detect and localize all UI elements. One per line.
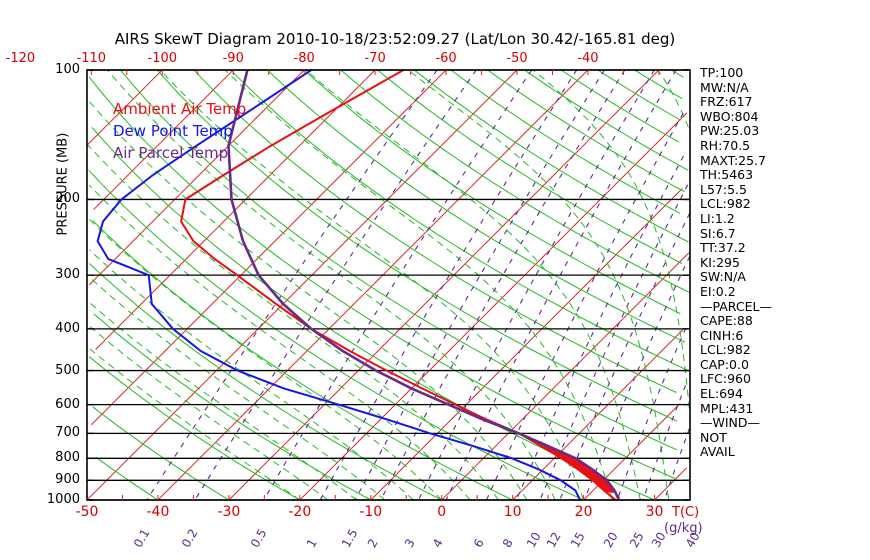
- bottom-temp-tick--50: -50: [75, 504, 99, 520]
- plot-frame-layer: [86, 69, 691, 501]
- top-temp-tick--70: -70: [364, 51, 386, 66]
- parameter-not: NOT: [700, 429, 727, 445]
- bottom-temp-tick-30: 30: [645, 504, 664, 520]
- legend-dew-point-temp: Dew Point Temp: [113, 122, 233, 140]
- top-temp-tick--110: -110: [76, 51, 107, 66]
- sounding-parameters-panel: TP:100 MW:N/A FRZ:617 WBO:804 PW:25.03 RH:70.…: [700, 65, 860, 460]
- parameter-wbo-804: WBO:804: [700, 108, 759, 124]
- parameter-mpl-431: MPL:431: [700, 400, 754, 416]
- bottom-temp-tick-0: 0: [437, 504, 447, 520]
- parameter-cap-0-0: CAP:0.0: [700, 356, 749, 372]
- parameter-parcel: —PARCEL—: [700, 298, 772, 314]
- parameter-avail: AVAIL: [700, 444, 735, 460]
- legend-ambient-air-temp: Ambient Air Temp: [113, 100, 247, 118]
- top-temp-tick--50: -50: [506, 51, 528, 66]
- parameter-pw-25-03: PW:25.03: [700, 123, 760, 139]
- parameter-wind: —WIND—: [700, 415, 761, 431]
- temperature-unit-label: T(C): [672, 505, 700, 520]
- parameter-lcl-982: LCL:982: [700, 196, 751, 212]
- pressure-tick-700: 700: [55, 425, 80, 441]
- parameter-sw-n-a: SW:N/A: [700, 269, 746, 285]
- sounding-curves-layer: [96, 69, 621, 501]
- parameter-tp-100: TP:100: [700, 65, 744, 80]
- bottom-temp-tick--20: -20: [288, 504, 312, 520]
- pressure-tick-600: 600: [55, 396, 80, 412]
- page-title: AIRS SkewT Diagram 2010-10-18/23:52:09.2…: [114, 30, 676, 48]
- parameter-rh-70-5: RH:70.5: [700, 137, 751, 153]
- top-temp-tick--90: -90: [222, 51, 244, 66]
- parameter-mw-n-a: MW:N/A: [700, 79, 749, 95]
- bottom-temp-tick--10: -10: [359, 504, 383, 520]
- parameter-lcl-982: LCL:982: [700, 342, 751, 358]
- parameter-l57-5-5: L57:5.5: [700, 181, 747, 197]
- bottom-temp-tick--40: -40: [146, 504, 170, 520]
- bottom-temp-tick--30: -30: [217, 504, 241, 520]
- parameter-si-6-7: SI:6.7: [700, 225, 736, 241]
- top-temp-tick--60: -60: [435, 51, 457, 66]
- bottom-temp-tick-20: 20: [574, 504, 593, 520]
- pressure-tick-900: 900: [55, 472, 80, 488]
- pressure-tick-1000: 1000: [46, 492, 80, 507]
- pressure-tick-100: 100: [55, 62, 80, 77]
- top-temp-tick--100: -100: [147, 51, 178, 66]
- pressure-tick-200: 200: [55, 191, 80, 207]
- pressure-tick-800: 800: [55, 450, 80, 466]
- pressure-axis-label: PRESSURE (MB): [55, 132, 71, 236]
- parameter-lfc-960: LFC:960: [700, 371, 751, 387]
- legend-air-parcel-temp: Air Parcel Temp: [113, 144, 229, 162]
- parameter-cape-88: CAPE:88: [700, 313, 753, 329]
- pressure-tick-300: 300: [55, 267, 80, 283]
- parameter-ki-295: KI:295: [700, 254, 740, 270]
- top-temp-tick--80: -80: [293, 51, 315, 66]
- parameter-li-1-2: LI:1.2: [700, 210, 735, 226]
- parameter-tt-37-2: TT:37.2: [700, 240, 746, 256]
- top-temp-tick--120: -120: [5, 51, 36, 66]
- pressure-tick-400: 400: [55, 320, 80, 336]
- parameter-ei-0-2: EI:0.2: [700, 283, 736, 299]
- top-temp-tick--40: -40: [577, 51, 599, 66]
- pressure-tick-500: 500: [55, 362, 80, 378]
- parameter-el-694: EL:694: [700, 386, 743, 402]
- parameter-frz-617: FRZ:617: [700, 94, 753, 110]
- parameter-th-5463: TH:5463: [700, 167, 754, 183]
- bottom-temp-tick-10: 10: [503, 504, 522, 520]
- mixing-ratio-unit-label: (g/kg): [664, 521, 703, 536]
- parameter-cinh-6: CINH:6: [700, 327, 744, 343]
- parameter-maxt-25-7: MAXT:25.7: [700, 152, 766, 168]
